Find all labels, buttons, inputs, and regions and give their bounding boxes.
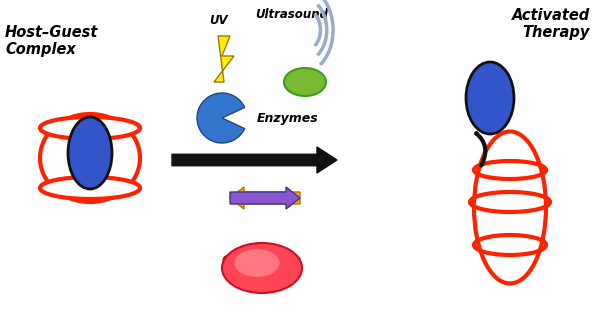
Wedge shape — [197, 93, 245, 143]
Ellipse shape — [470, 192, 550, 212]
Text: UV: UV — [209, 14, 229, 27]
Text: Enzymes: Enzymes — [257, 111, 319, 124]
Ellipse shape — [40, 117, 140, 139]
Text: Activated
Therapy: Activated Therapy — [512, 8, 590, 40]
Text: Host–Guest
Complex: Host–Guest Complex — [5, 25, 98, 57]
Polygon shape — [214, 36, 234, 82]
FancyArrow shape — [230, 187, 300, 209]
Ellipse shape — [474, 161, 546, 179]
Ellipse shape — [222, 243, 302, 293]
Ellipse shape — [284, 68, 326, 96]
Text: Competitive
Guest: Competitive Guest — [222, 254, 302, 282]
Ellipse shape — [474, 235, 546, 255]
Ellipse shape — [466, 62, 514, 134]
FancyArrow shape — [230, 187, 300, 209]
Text: Ultrasound: Ultrasound — [256, 8, 329, 21]
FancyArrowPatch shape — [476, 133, 485, 165]
Text: pH: pH — [295, 76, 315, 89]
Ellipse shape — [68, 117, 112, 189]
FancyArrow shape — [172, 147, 337, 173]
Ellipse shape — [235, 249, 280, 277]
Text: Redox: Redox — [244, 191, 287, 204]
Ellipse shape — [40, 177, 140, 199]
